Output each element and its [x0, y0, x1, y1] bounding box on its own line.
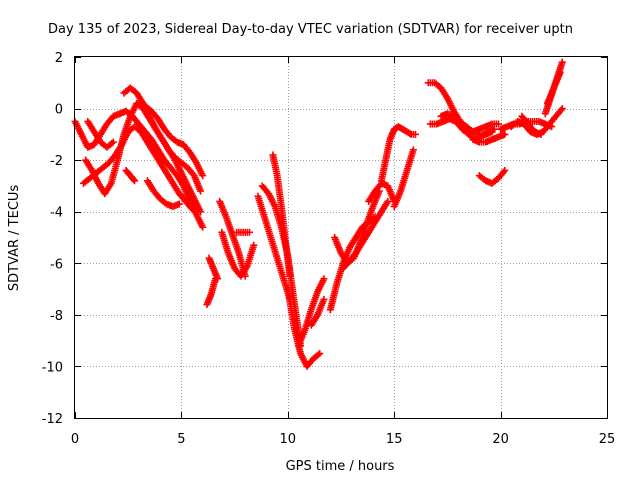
series-arc-20 [326, 213, 379, 314]
series-arc-30 [475, 166, 509, 187]
series-arc-29 [469, 130, 509, 146]
chart-title: Day 135 of 2023, Sidereal Day-to-day VTE… [48, 22, 573, 37]
series-arc-24 [377, 123, 419, 185]
grid-lines [75, 57, 607, 418]
x-axis-label: GPS time / hours [286, 459, 395, 474]
series-arc-32 [507, 105, 566, 138]
data-point [488, 128, 496, 136]
data-points [71, 58, 566, 370]
x-tick-label: 20 [492, 432, 509, 447]
data-point [558, 58, 566, 66]
data-point [494, 120, 502, 128]
series-arc-16 [269, 151, 294, 280]
data-point [197, 187, 205, 195]
y-tick-label: -12 [42, 412, 63, 427]
y-tick-label: 2 [55, 51, 63, 66]
data-point [316, 350, 324, 358]
series-arc-5 [135, 99, 207, 180]
data-point [130, 175, 138, 183]
series-arc-19 [307, 295, 328, 329]
x-tick-label: 25 [599, 432, 616, 447]
data-point [286, 272, 294, 280]
data-point [175, 200, 183, 208]
series-arc-18 [294, 275, 328, 350]
data-point [558, 105, 566, 113]
series-arc-12 [216, 197, 249, 280]
series-arc-25 [390, 146, 417, 211]
data-point [537, 130, 545, 138]
series-arc-1 [71, 107, 207, 231]
y-tick-label: -6 [50, 257, 63, 272]
x-tick-label: 15 [386, 432, 403, 447]
series-arc-14 [254, 192, 294, 303]
data-point [409, 146, 417, 154]
data-point [384, 197, 392, 205]
data-point [188, 205, 196, 213]
data-point [406, 129, 414, 137]
series-arc-7 [122, 166, 139, 185]
x-tick-label: 0 [71, 432, 79, 447]
y-axis-label: SDTVAR / TECUs [7, 185, 22, 292]
series-arc-22 [339, 197, 392, 272]
data-point [241, 272, 249, 280]
y-tick-labels: -12 -10 -8 -6 -4 -2 0 2 [42, 51, 63, 427]
data-point [109, 138, 117, 146]
data-point [245, 228, 253, 236]
data-point [320, 295, 328, 303]
data-point [411, 130, 419, 138]
data-point [556, 68, 564, 76]
data-point [501, 166, 509, 174]
series-arc-9 [203, 275, 219, 309]
axis-ticks [75, 57, 608, 419]
x-tick-label: 5 [177, 432, 185, 447]
series-arc-10 [205, 254, 222, 283]
series-arc-3 [80, 123, 196, 213]
series-arc-35 [543, 68, 564, 107]
x-tick-labels: 0 5 10 15 20 25 [71, 432, 615, 447]
data-point [199, 223, 207, 231]
y-tick-label: 0 [55, 103, 63, 118]
data-point [320, 275, 328, 283]
series-arc-28 [437, 110, 496, 138]
y-tick-label: -8 [50, 309, 63, 324]
series-arc-13 [233, 228, 253, 236]
plot-frame [74, 56, 608, 419]
data-point [199, 172, 207, 180]
series-arc-8 [143, 177, 183, 211]
series-arc-6 [84, 117, 117, 151]
data-point [501, 130, 509, 138]
data-point [214, 275, 222, 283]
x-tick-label: 10 [280, 432, 297, 447]
series-arc-33 [518, 112, 545, 138]
y-tick-label: -2 [50, 154, 63, 169]
y-tick-label: -10 [42, 360, 63, 375]
data-point [131, 177, 139, 185]
data-point [250, 241, 258, 249]
data-point [197, 208, 205, 216]
y-tick-label: -4 [50, 206, 63, 221]
